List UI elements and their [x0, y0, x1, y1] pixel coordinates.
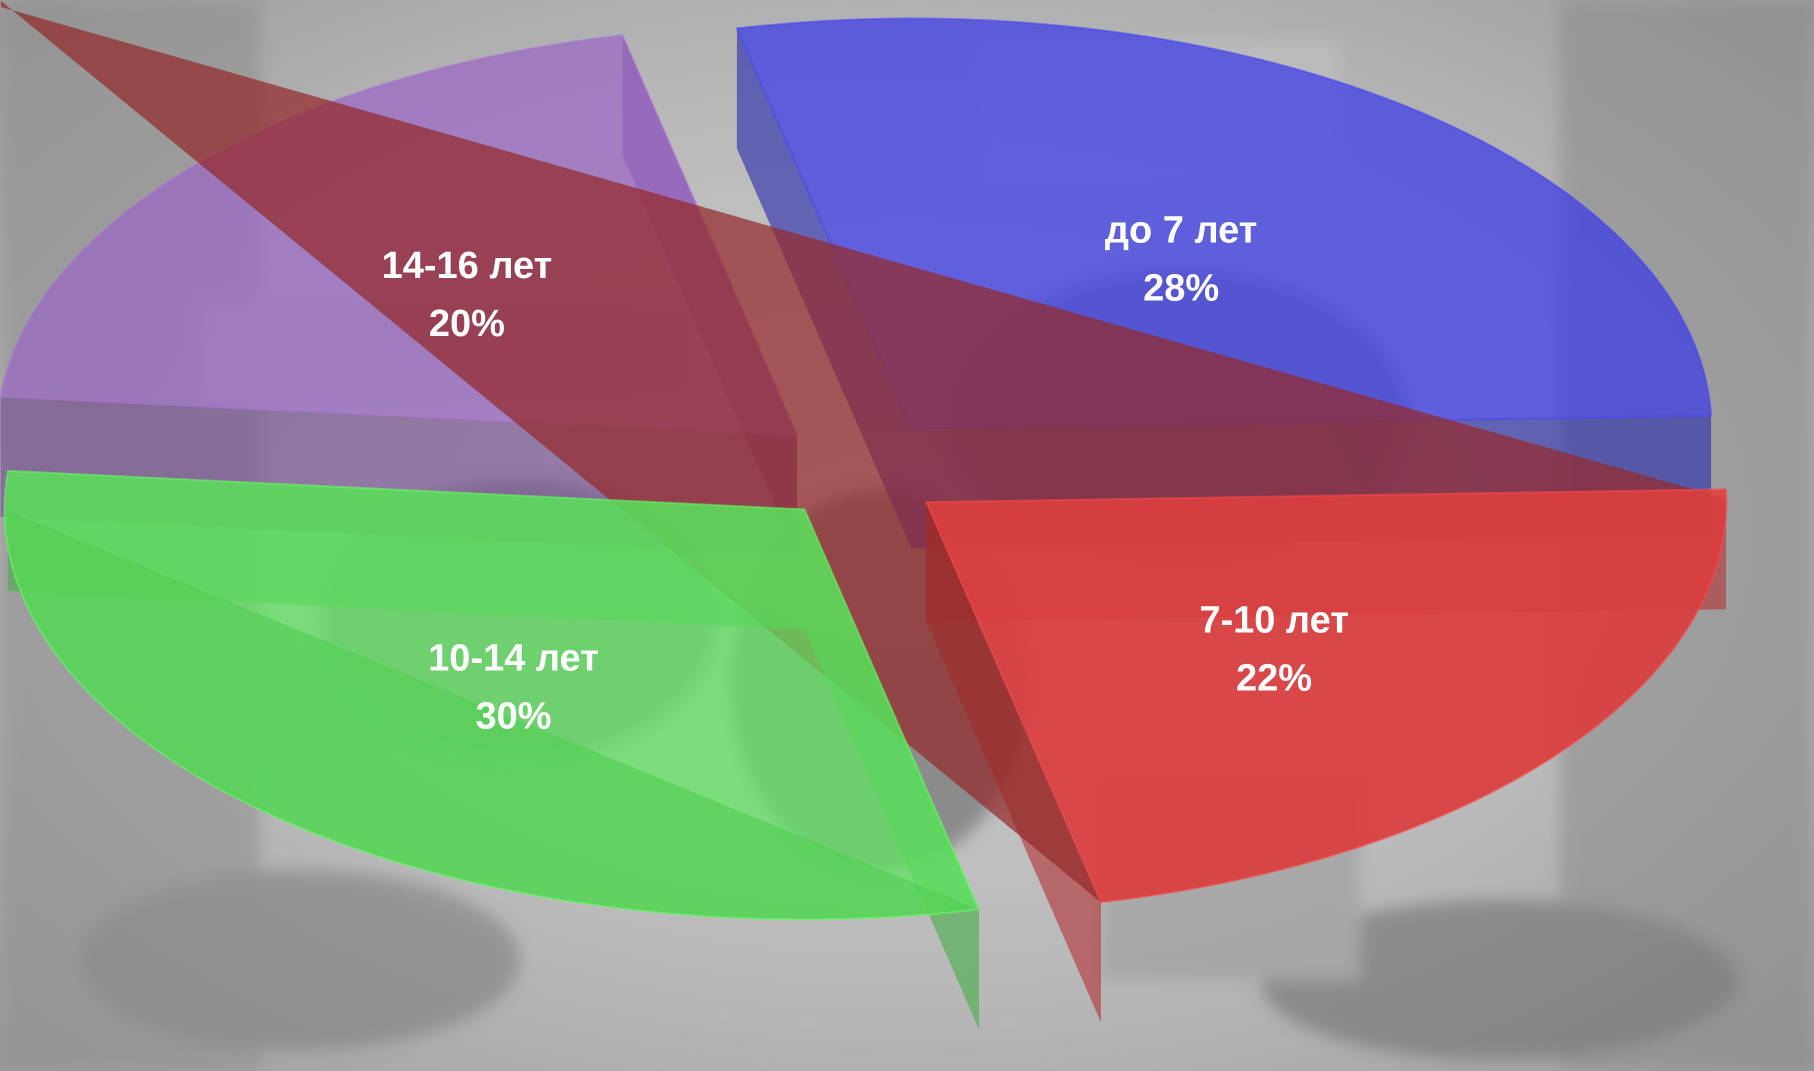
slice-label-category: до 7 лет [1105, 209, 1257, 251]
slice-label-category: 7-10 лет [1199, 599, 1349, 641]
slice-label-percent: 30% [475, 696, 551, 738]
slice-label-percent: 22% [1236, 657, 1312, 699]
slice-label-percent: 28% [1143, 267, 1219, 309]
slice-label-category: 10-14 лет [428, 638, 599, 680]
slice-label-category: 14-16 лет [382, 245, 553, 287]
slice-label-percent: 20% [429, 303, 505, 345]
